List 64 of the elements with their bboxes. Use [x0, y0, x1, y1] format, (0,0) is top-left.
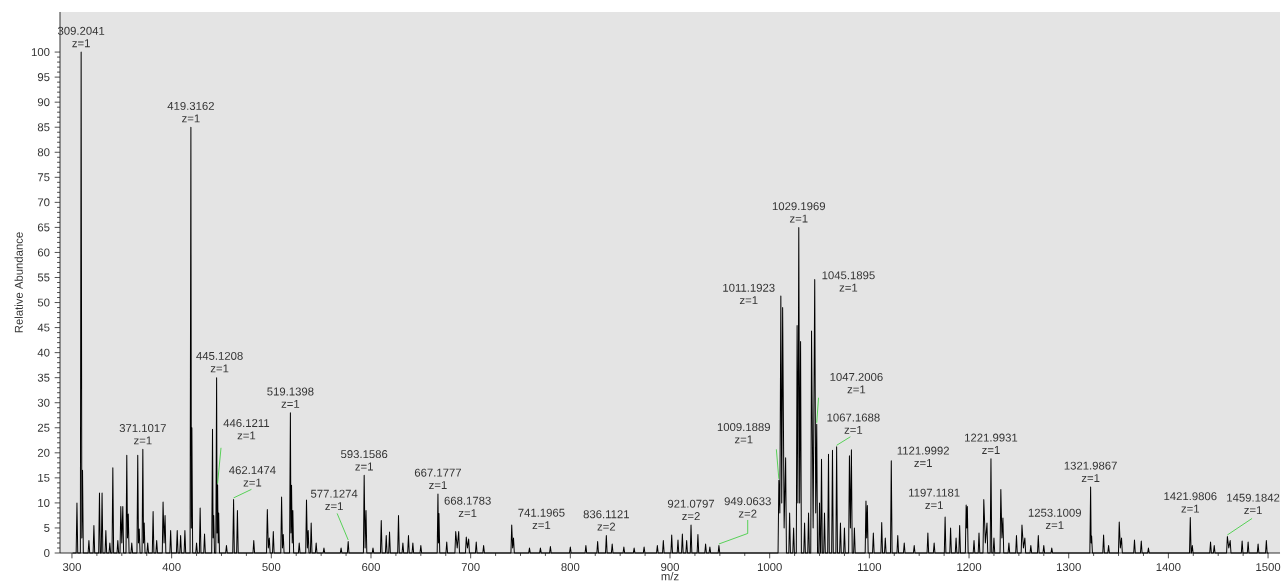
annotation: 949.0633 z=2 [724, 497, 771, 518]
annotation: 1009.1889 z=1 [717, 423, 770, 444]
x-tick-label: 300 [62, 563, 81, 572]
annotation: 309.2041 z=1 [57, 26, 105, 48]
x-tick-label: 1100 [858, 563, 882, 572]
y-tick-label: 25 [37, 423, 50, 432]
annotation: 667.1777 z=1 [414, 468, 461, 489]
x-tick-label: 1200 [957, 563, 982, 572]
x-tick-label: 1500 [1256, 563, 1281, 572]
annotation: 836.1121 z=2 [583, 510, 629, 531]
y-tick-label: 45 [37, 323, 50, 332]
y-tick-label: 90 [37, 98, 50, 107]
annotation: 1045.1895 z=1 [822, 271, 875, 292]
x-tick-label: 800 [561, 563, 580, 572]
annotation: 668.1783 z=1 [444, 496, 491, 517]
annotation: 1253.1009 z=1 [1028, 508, 1081, 530]
x-tick-label: 900 [661, 563, 680, 572]
y-tick-label: 60 [37, 248, 50, 257]
annotation: 1067.1688 z=1 [827, 413, 880, 434]
annotation: 1121.9992 z=1 [897, 446, 949, 467]
y-tick-label: 30 [37, 398, 50, 407]
y-tick-label: 20 [37, 448, 50, 457]
annotation: 519.1398 z=1 [267, 387, 314, 408]
x-tick-label: 1400 [1156, 563, 1181, 572]
y-tick-label: 55 [37, 273, 50, 282]
annotation: 446.1211 z=1 [223, 419, 270, 440]
annotation: 577.1274 z=1 [310, 489, 358, 510]
y-tick-label: 15 [38, 473, 50, 482]
y-tick-label: 35 [37, 373, 50, 382]
y-tick-label: 100 [31, 48, 50, 57]
x-axis-title: m/z [661, 571, 679, 581]
y-tick-label: 95 [37, 73, 50, 82]
annotation: 1011.1923 z=1 [723, 283, 775, 305]
y-tick-label: 5 [44, 524, 50, 532]
annotation: 1459.1842 z=1 [1227, 493, 1280, 514]
annotation: 419.3162 z=1 [167, 101, 214, 123]
annotation: 462.1474 z=1 [229, 466, 276, 487]
y-tick-label: 80 [37, 148, 50, 157]
y-tick-label: 10 [38, 498, 50, 507]
annotation: 1421.9806 z=1 [1164, 492, 1217, 513]
y-tick-label: 65 [37, 223, 50, 232]
annotation: 741.1965 z=1 [518, 508, 565, 530]
x-tick-label: 1300 [1056, 563, 1081, 572]
annotation: 1197.1181 z=1 [909, 488, 960, 509]
annotation: 1321.9867 z=1 [1064, 461, 1117, 482]
x-tick-label: 500 [262, 563, 281, 572]
y-tick-label: 85 [37, 123, 50, 132]
y-tick-label: 70 [37, 198, 50, 207]
x-tick-label: 1000 [757, 563, 782, 572]
annotation: 371.1017 z=1 [119, 424, 166, 445]
annotation: 921.0797 z=2 [667, 499, 715, 521]
annotation: 1029.1969 z=1 [772, 202, 826, 223]
annotation: 593.1586 z=1 [340, 450, 388, 471]
y-tick-label: 0 [44, 549, 50, 558]
y-tick-label: 50 [37, 298, 50, 307]
x-tick-label: 700 [461, 563, 480, 572]
y-axis-title: Relative Abundance [14, 232, 23, 333]
y-tick-label: 40 [37, 348, 50, 357]
y-tick-label: 75 [37, 173, 50, 182]
x-tick-label: 400 [162, 563, 181, 572]
x-tick-label: 600 [362, 563, 380, 572]
annotation: 1047.2006 z=1 [830, 372, 883, 394]
annotation: 445.1208 z=1 [196, 351, 243, 373]
annotation: 1221.9931 z=1 [965, 433, 1018, 454]
